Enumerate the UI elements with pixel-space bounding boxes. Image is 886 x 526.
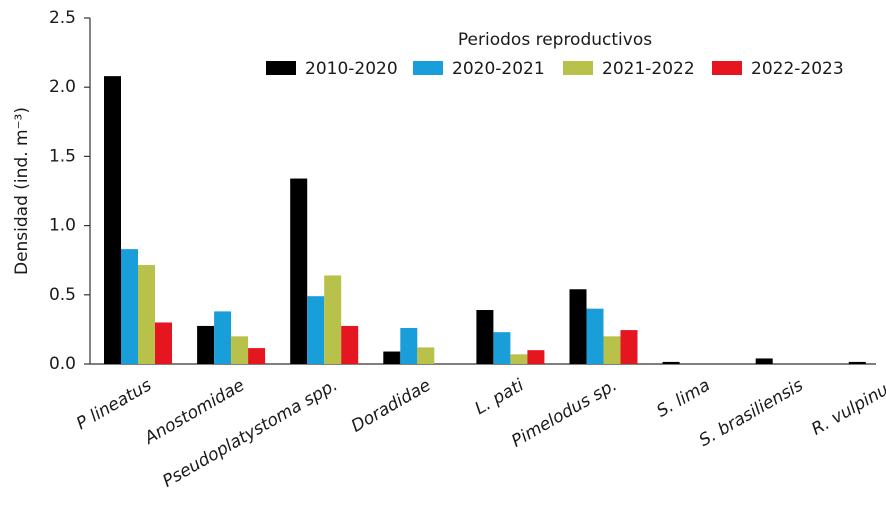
legend-swatch xyxy=(712,61,742,75)
bar xyxy=(493,332,511,364)
x-tick-label: Pimelodus sp. xyxy=(508,375,620,451)
bar xyxy=(417,347,435,364)
bar xyxy=(248,348,266,364)
legend-label: 2021-2022 xyxy=(602,59,695,79)
legend-label: 2010-2020 xyxy=(305,59,398,79)
bar xyxy=(603,336,621,364)
y-tick-label: 0.5 xyxy=(49,285,76,305)
legend-swatch xyxy=(266,61,296,75)
bar xyxy=(662,361,680,364)
bar xyxy=(214,311,232,364)
y-axis-label: Densidad (ind. m⁻³) xyxy=(12,107,32,275)
bar xyxy=(510,354,528,364)
x-tick-label: S. brasiliensis xyxy=(696,375,807,451)
bar xyxy=(569,289,587,364)
legend-label: 2022-2023 xyxy=(751,59,844,79)
bar xyxy=(155,322,172,364)
y-tick-label: 1.5 xyxy=(49,146,76,166)
y-tick-label: 1.0 xyxy=(49,216,76,236)
bar xyxy=(197,325,215,364)
x-tick-label: Doradidae xyxy=(348,375,434,436)
bar xyxy=(231,336,249,364)
bar xyxy=(476,310,494,364)
legend-swatch xyxy=(413,61,443,75)
bar xyxy=(307,296,325,364)
bar xyxy=(324,275,342,364)
bar xyxy=(383,351,401,364)
x-tick-label: S. lima xyxy=(653,375,713,421)
bar xyxy=(341,325,359,364)
x-tick-label: P lineatus xyxy=(73,375,155,434)
y-tick-label: 2.0 xyxy=(49,77,76,97)
x-tick-label: Pseudoplatystoma spp. xyxy=(159,375,341,491)
x-tick-label: R. vulpinus xyxy=(808,375,886,439)
bar xyxy=(586,308,604,364)
bar xyxy=(290,178,308,364)
bar xyxy=(755,358,773,364)
y-tick-label: 2.5 xyxy=(49,8,76,28)
bar xyxy=(848,361,866,364)
y-tick-label: 0.0 xyxy=(49,354,76,374)
bar xyxy=(400,328,418,364)
bar xyxy=(138,265,155,364)
x-tick-label: L. pati xyxy=(472,375,528,419)
bar xyxy=(104,76,121,365)
legend-title: Periodos reproductivos xyxy=(458,30,652,50)
bar xyxy=(121,249,138,364)
bar xyxy=(620,330,638,364)
legend-swatch xyxy=(563,61,593,75)
bar xyxy=(527,350,545,364)
legend-label: 2020-2021 xyxy=(452,59,545,79)
